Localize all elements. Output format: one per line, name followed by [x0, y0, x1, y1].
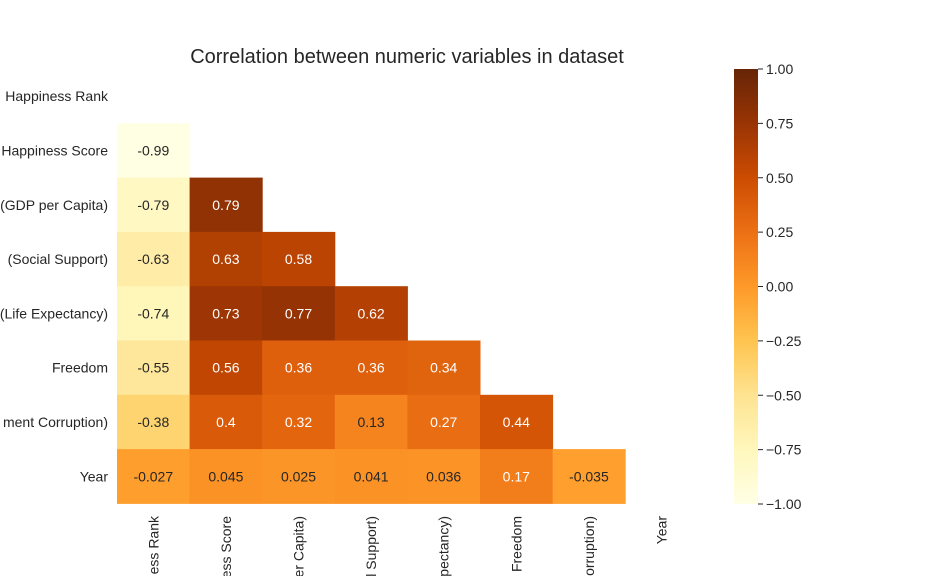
colorbar-tick-label: 0.75 [766, 115, 793, 131]
y-tick-label: Happiness Score [1, 142, 108, 158]
heatmap-cell [407, 449, 481, 504]
colorbar-tick-label: 0.50 [766, 170, 793, 186]
cell-value-label: 0.13 [357, 414, 384, 430]
y-tick-label: Freedom [52, 360, 108, 376]
heatmap-cell [407, 340, 481, 396]
x-tick-label: Year [654, 516, 670, 545]
cell-value-label: 0.62 [357, 305, 384, 321]
heatmap-cell [117, 123, 191, 179]
cell-value-label: 0.58 [285, 251, 312, 267]
x-tick-label: pectancy) [436, 516, 452, 576]
cell-value-label: 0.77 [285, 305, 312, 321]
heatmap-cell [117, 177, 191, 233]
cell-value-label: 0.32 [285, 414, 312, 430]
colorbar-tick-label: −0.75 [766, 442, 802, 458]
cell-value-label: 0.56 [212, 360, 239, 376]
cell-value-label: 0.36 [285, 360, 312, 376]
colorbar-gradient [734, 69, 758, 504]
colorbar-tick-label: 0.25 [766, 224, 793, 240]
heatmap-cell [189, 231, 263, 287]
x-tick-label: ess Rank [145, 515, 161, 574]
cell-value-label: -0.74 [137, 305, 169, 321]
heatmap-cell [407, 394, 481, 450]
cell-value-label: 0.4 [216, 414, 236, 430]
heatmap-cell [552, 449, 626, 504]
heatmap-cell [117, 340, 191, 396]
y-tick-label: Happiness Rank [5, 88, 109, 104]
x-tick-label: ess Score [218, 516, 234, 576]
colorbar-tick-label: 0.00 [766, 279, 793, 295]
heatmap-cell [117, 231, 191, 287]
cell-value-label: 0.63 [212, 251, 239, 267]
heatmap-cell [262, 340, 336, 396]
heatmap-cell [262, 231, 336, 287]
heatmap-cell [334, 449, 408, 504]
colorbar: 1.00 0.75 0.50 0.25 0.00 −0.25 −0.50 −0.75 −1.00 [734, 61, 802, 512]
chart-title: Correlation between numeric variables in… [190, 46, 624, 68]
heatmap-cell [117, 449, 191, 504]
cell-value-label: 0.045 [208, 468, 243, 484]
heatmap-cell [262, 394, 336, 450]
heatmap-cell [189, 449, 263, 504]
heatmap-cell [189, 177, 263, 233]
heatmap-cell [117, 394, 191, 450]
y-tick-label: (Life Expectancy) [0, 305, 108, 321]
heatmap-cell [480, 449, 554, 504]
colorbar-tick-label: −0.25 [766, 333, 802, 349]
heatmap-cell [334, 286, 408, 341]
y-tick-label: ment Corruption) [3, 414, 108, 430]
heatmap-cell [262, 449, 336, 504]
y-tick-label: (Social Support) [8, 251, 108, 267]
cell-value-label: -0.38 [137, 414, 169, 430]
cell-value-label: 0.036 [426, 468, 461, 484]
cell-value-label: 0.36 [357, 360, 384, 376]
cell-value-label: -0.99 [137, 142, 169, 158]
heatmap-cell [189, 394, 263, 450]
cell-value-label: 0.44 [503, 414, 530, 430]
heatmap-cell [117, 286, 191, 341]
heatmap-cell [262, 286, 336, 341]
colorbar-tick-label: −0.50 [766, 387, 802, 403]
y-tick-labels: Happiness Rank Happiness Score (GDP per Ca… [0, 88, 109, 484]
cell-value-label: -0.79 [137, 197, 169, 213]
cell-value-label: 0.17 [503, 468, 530, 484]
colorbar-tick-label: 1.00 [766, 61, 793, 77]
cell-value-label: 0.025 [281, 468, 316, 484]
cell-value-label: 0.27 [430, 414, 457, 430]
heatmap-cell [334, 394, 408, 450]
cell-value-label: 0.73 [212, 305, 239, 321]
cell-value-label: 0.041 [354, 468, 389, 484]
x-tick-label: er Capita) [291, 516, 307, 576]
colorbar-tick-label: −1.00 [766, 496, 802, 512]
heatmap-cell [189, 286, 263, 341]
x-tick-label: l Support) [363, 516, 379, 576]
cell-value-label: 0.34 [430, 360, 457, 376]
x-tick-label: Freedom [508, 516, 524, 572]
cell-value-label: -0.63 [137, 251, 169, 267]
cell-value-label: -0.035 [569, 468, 609, 484]
y-tick-label: (GDP per Capita) [0, 197, 108, 213]
heatmap-cell [480, 394, 554, 450]
heatmap-cell [189, 340, 263, 396]
y-tick-label: Year [80, 468, 109, 484]
cell-value-label: -0.027 [133, 468, 173, 484]
cell-value-label: 0.79 [212, 197, 239, 213]
cell-value-label: -0.55 [137, 360, 169, 376]
x-tick-labels: ess Rank ess Score er Capita) l Support) pec… [145, 515, 669, 576]
x-tick-label: orruption) [581, 516, 597, 576]
heatmap-cells: -0.99 -0.79 0.79 -0.63 0.63 0.58 -0.74 0.73 0.77… [117, 123, 626, 504]
heatmap-cell [334, 340, 408, 396]
